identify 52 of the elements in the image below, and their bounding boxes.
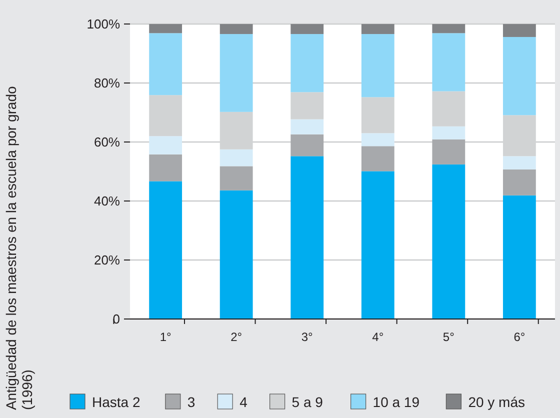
bar	[220, 166, 253, 190]
y-tick-label: 100%	[86, 16, 120, 32]
y-tick-label: 20%	[94, 252, 120, 268]
bar	[432, 24, 466, 34]
x-tick-label: 5°	[442, 330, 455, 344]
bar	[149, 181, 182, 319]
y-tick-label: 80%	[94, 76, 120, 91]
x-tick-label: 2°	[230, 330, 242, 344]
bar	[432, 91, 466, 126]
x-tick-label: 6°	[514, 330, 526, 344]
bar	[502, 156, 536, 170]
bar	[149, 33, 182, 96]
legend-label: 20 y más	[468, 394, 526, 410]
bar	[502, 169, 536, 196]
bar	[220, 190, 253, 319]
legend-label: 5 a 9	[292, 394, 324, 410]
x-tick-label: 1°	[160, 330, 172, 344]
bar	[149, 95, 182, 136]
bar	[149, 136, 182, 154]
bar	[502, 24, 536, 37]
y-tick-label: 40%	[94, 194, 120, 209]
legend-label: 10 a 19	[372, 394, 420, 410]
bar	[432, 164, 466, 319]
bar	[220, 149, 253, 166]
bar	[432, 126, 466, 140]
bar	[432, 33, 466, 92]
legend-label: Hasta 2	[92, 394, 140, 410]
bar	[361, 133, 394, 146]
y-tick-label: 60%	[94, 134, 120, 150]
bar	[502, 36, 536, 116]
bar	[361, 34, 394, 98]
bar	[361, 171, 394, 319]
legend-label: 4	[240, 394, 248, 410]
bar	[220, 34, 253, 112]
y-axis-title: Antigüedad de los maestros en la escuela por grado (1996)	[3, 86, 35, 410]
bar	[361, 97, 394, 134]
x-tick-label: 3°	[301, 330, 314, 344]
bar	[290, 134, 324, 156]
bar	[290, 156, 324, 319]
bar	[290, 92, 324, 120]
bar	[361, 24, 394, 34]
bar	[290, 34, 324, 92]
bar	[432, 139, 466, 164]
bar	[502, 195, 536, 319]
bar	[290, 24, 324, 34]
bar	[290, 119, 324, 134]
bar	[149, 24, 182, 34]
legend-label: 3	[187, 394, 196, 410]
bar	[149, 154, 182, 182]
bar	[220, 24, 253, 34]
bar	[361, 146, 394, 172]
x-tick-label: 4°	[372, 330, 384, 344]
